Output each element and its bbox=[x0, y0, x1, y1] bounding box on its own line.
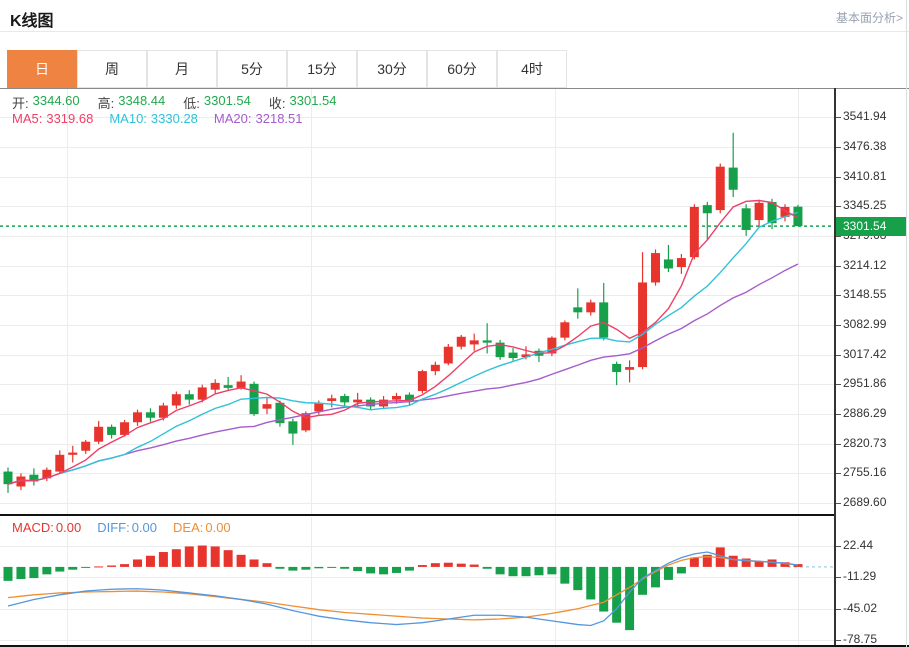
macd-chart-canvas[interactable] bbox=[0, 517, 834, 645]
macd-axis-tick bbox=[836, 640, 841, 642]
price-axis-label: 2689.60 bbox=[843, 494, 887, 509]
price-axis-tick bbox=[836, 236, 841, 238]
price-axis-label: 3476.38 bbox=[843, 139, 887, 154]
tab-5min[interactable]: 5分 bbox=[217, 50, 287, 88]
tab-60min[interactable]: 60分 bbox=[427, 50, 497, 88]
price-axis-label: 2755.16 bbox=[843, 465, 887, 480]
ohlc-readout: 开: 3344.60 高: 3348.44 低: 3301.54 收: 3301.54 bbox=[12, 93, 337, 112]
price-axis-label: 3148.55 bbox=[843, 287, 887, 302]
bottom-border bbox=[0, 645, 909, 647]
ma5-value: 3319.68 bbox=[46, 111, 94, 126]
price-axis-tick bbox=[836, 295, 841, 297]
tab-4hour[interactable]: 4时 bbox=[497, 50, 567, 88]
macd-label: MACD: bbox=[12, 520, 54, 535]
price-axis-tick bbox=[836, 473, 841, 475]
macd-axis-tick bbox=[836, 546, 841, 548]
price-axis-tick bbox=[836, 502, 841, 504]
ma10-value: 3330.28 bbox=[150, 111, 198, 126]
macd-value: 0.00 bbox=[55, 520, 82, 535]
ma20-label: MA20: bbox=[213, 111, 252, 126]
price-axis-tick bbox=[836, 354, 841, 356]
current-price-tag: 3301.54 bbox=[836, 216, 906, 236]
header-divider bbox=[0, 31, 909, 32]
price-axis-label: 3017.42 bbox=[843, 346, 887, 361]
dea-value: 0.00 bbox=[205, 520, 231, 535]
price-axis-line bbox=[834, 88, 836, 645]
diff-label: DIFF: bbox=[97, 520, 130, 535]
tab-15min[interactable]: 15分 bbox=[287, 50, 357, 88]
price-axis: 3301.54 3541.943476.383410.813345.253279… bbox=[834, 88, 909, 516]
macd-axis-tick bbox=[836, 577, 841, 579]
tab-day[interactable]: 日 bbox=[7, 50, 77, 88]
chart-top-border bbox=[0, 88, 909, 89]
open-value: 3344.60 bbox=[32, 93, 80, 108]
high-label: 高: bbox=[97, 96, 115, 111]
price-axis-tick bbox=[836, 176, 841, 178]
price-axis-label: 2820.73 bbox=[843, 435, 887, 450]
price-axis-label: 3541.94 bbox=[843, 109, 887, 124]
price-axis-label: 3410.81 bbox=[843, 168, 887, 183]
high-value: 3348.44 bbox=[118, 93, 166, 108]
ma5-label: MA5: bbox=[12, 111, 43, 126]
low-value: 3301.54 bbox=[203, 93, 251, 108]
price-axis-tick bbox=[836, 325, 841, 326]
diff-value: 0.00 bbox=[131, 520, 158, 535]
close-value: 3301.54 bbox=[289, 93, 337, 108]
price-axis-tick bbox=[836, 117, 841, 119]
price-axis-tick bbox=[836, 206, 841, 208]
tab-week[interactable]: 周 bbox=[77, 50, 147, 88]
ma10-label: MA10: bbox=[109, 111, 147, 126]
ma20-value: 3218.51 bbox=[255, 111, 303, 126]
price-axis-tick bbox=[836, 384, 841, 386]
price-axis-tick bbox=[836, 265, 841, 267]
price-axis-tick bbox=[836, 413, 841, 415]
page-title: K线图 bbox=[10, 13, 54, 30]
price-axis-label: 3214.12 bbox=[843, 257, 887, 272]
price-axis-label: 2886.29 bbox=[843, 405, 887, 420]
ma-readout: MA5: 3319.68 MA10: 3330.28 MA20: 3218.51 bbox=[12, 111, 303, 126]
macd-axis-label: -45.02 bbox=[843, 600, 878, 615]
macd-axis: 22.44 -11.29 -45.02 -78.75 bbox=[834, 517, 909, 647]
price-axis-tick bbox=[836, 443, 841, 445]
macd-axis-label: -78.75 bbox=[843, 632, 878, 647]
price-axis-label: 3082.99 bbox=[843, 317, 887, 331]
close-label: 收: bbox=[268, 96, 286, 111]
price-axis-label: 2951.86 bbox=[843, 376, 887, 391]
open-label: 开: bbox=[12, 96, 29, 111]
macd-axis-label: 22.44 bbox=[843, 538, 874, 553]
page-header: K线图 基本面分析> bbox=[0, 0, 909, 31]
fundamental-analysis-link[interactable]: 基本面分析> bbox=[835, 11, 903, 25]
macd-readout: MACD: 0.00 DIFF: 0.00 DEA: 0.00 bbox=[12, 520, 231, 535]
macd-axis-label: -11.29 bbox=[843, 569, 877, 584]
pane-separator bbox=[0, 514, 836, 516]
price-axis-tick bbox=[836, 147, 841, 149]
tab-month[interactable]: 月 bbox=[147, 50, 217, 88]
right-border bbox=[906, 0, 907, 647]
dea-label: DEA: bbox=[173, 520, 204, 535]
macd-axis-tick bbox=[836, 608, 841, 610]
low-label: 低: bbox=[183, 96, 200, 111]
price-axis-label: 3345.25 bbox=[843, 198, 887, 213]
tab-30min[interactable]: 30分 bbox=[357, 50, 427, 88]
candlestick-chart-canvas[interactable] bbox=[0, 89, 834, 516]
